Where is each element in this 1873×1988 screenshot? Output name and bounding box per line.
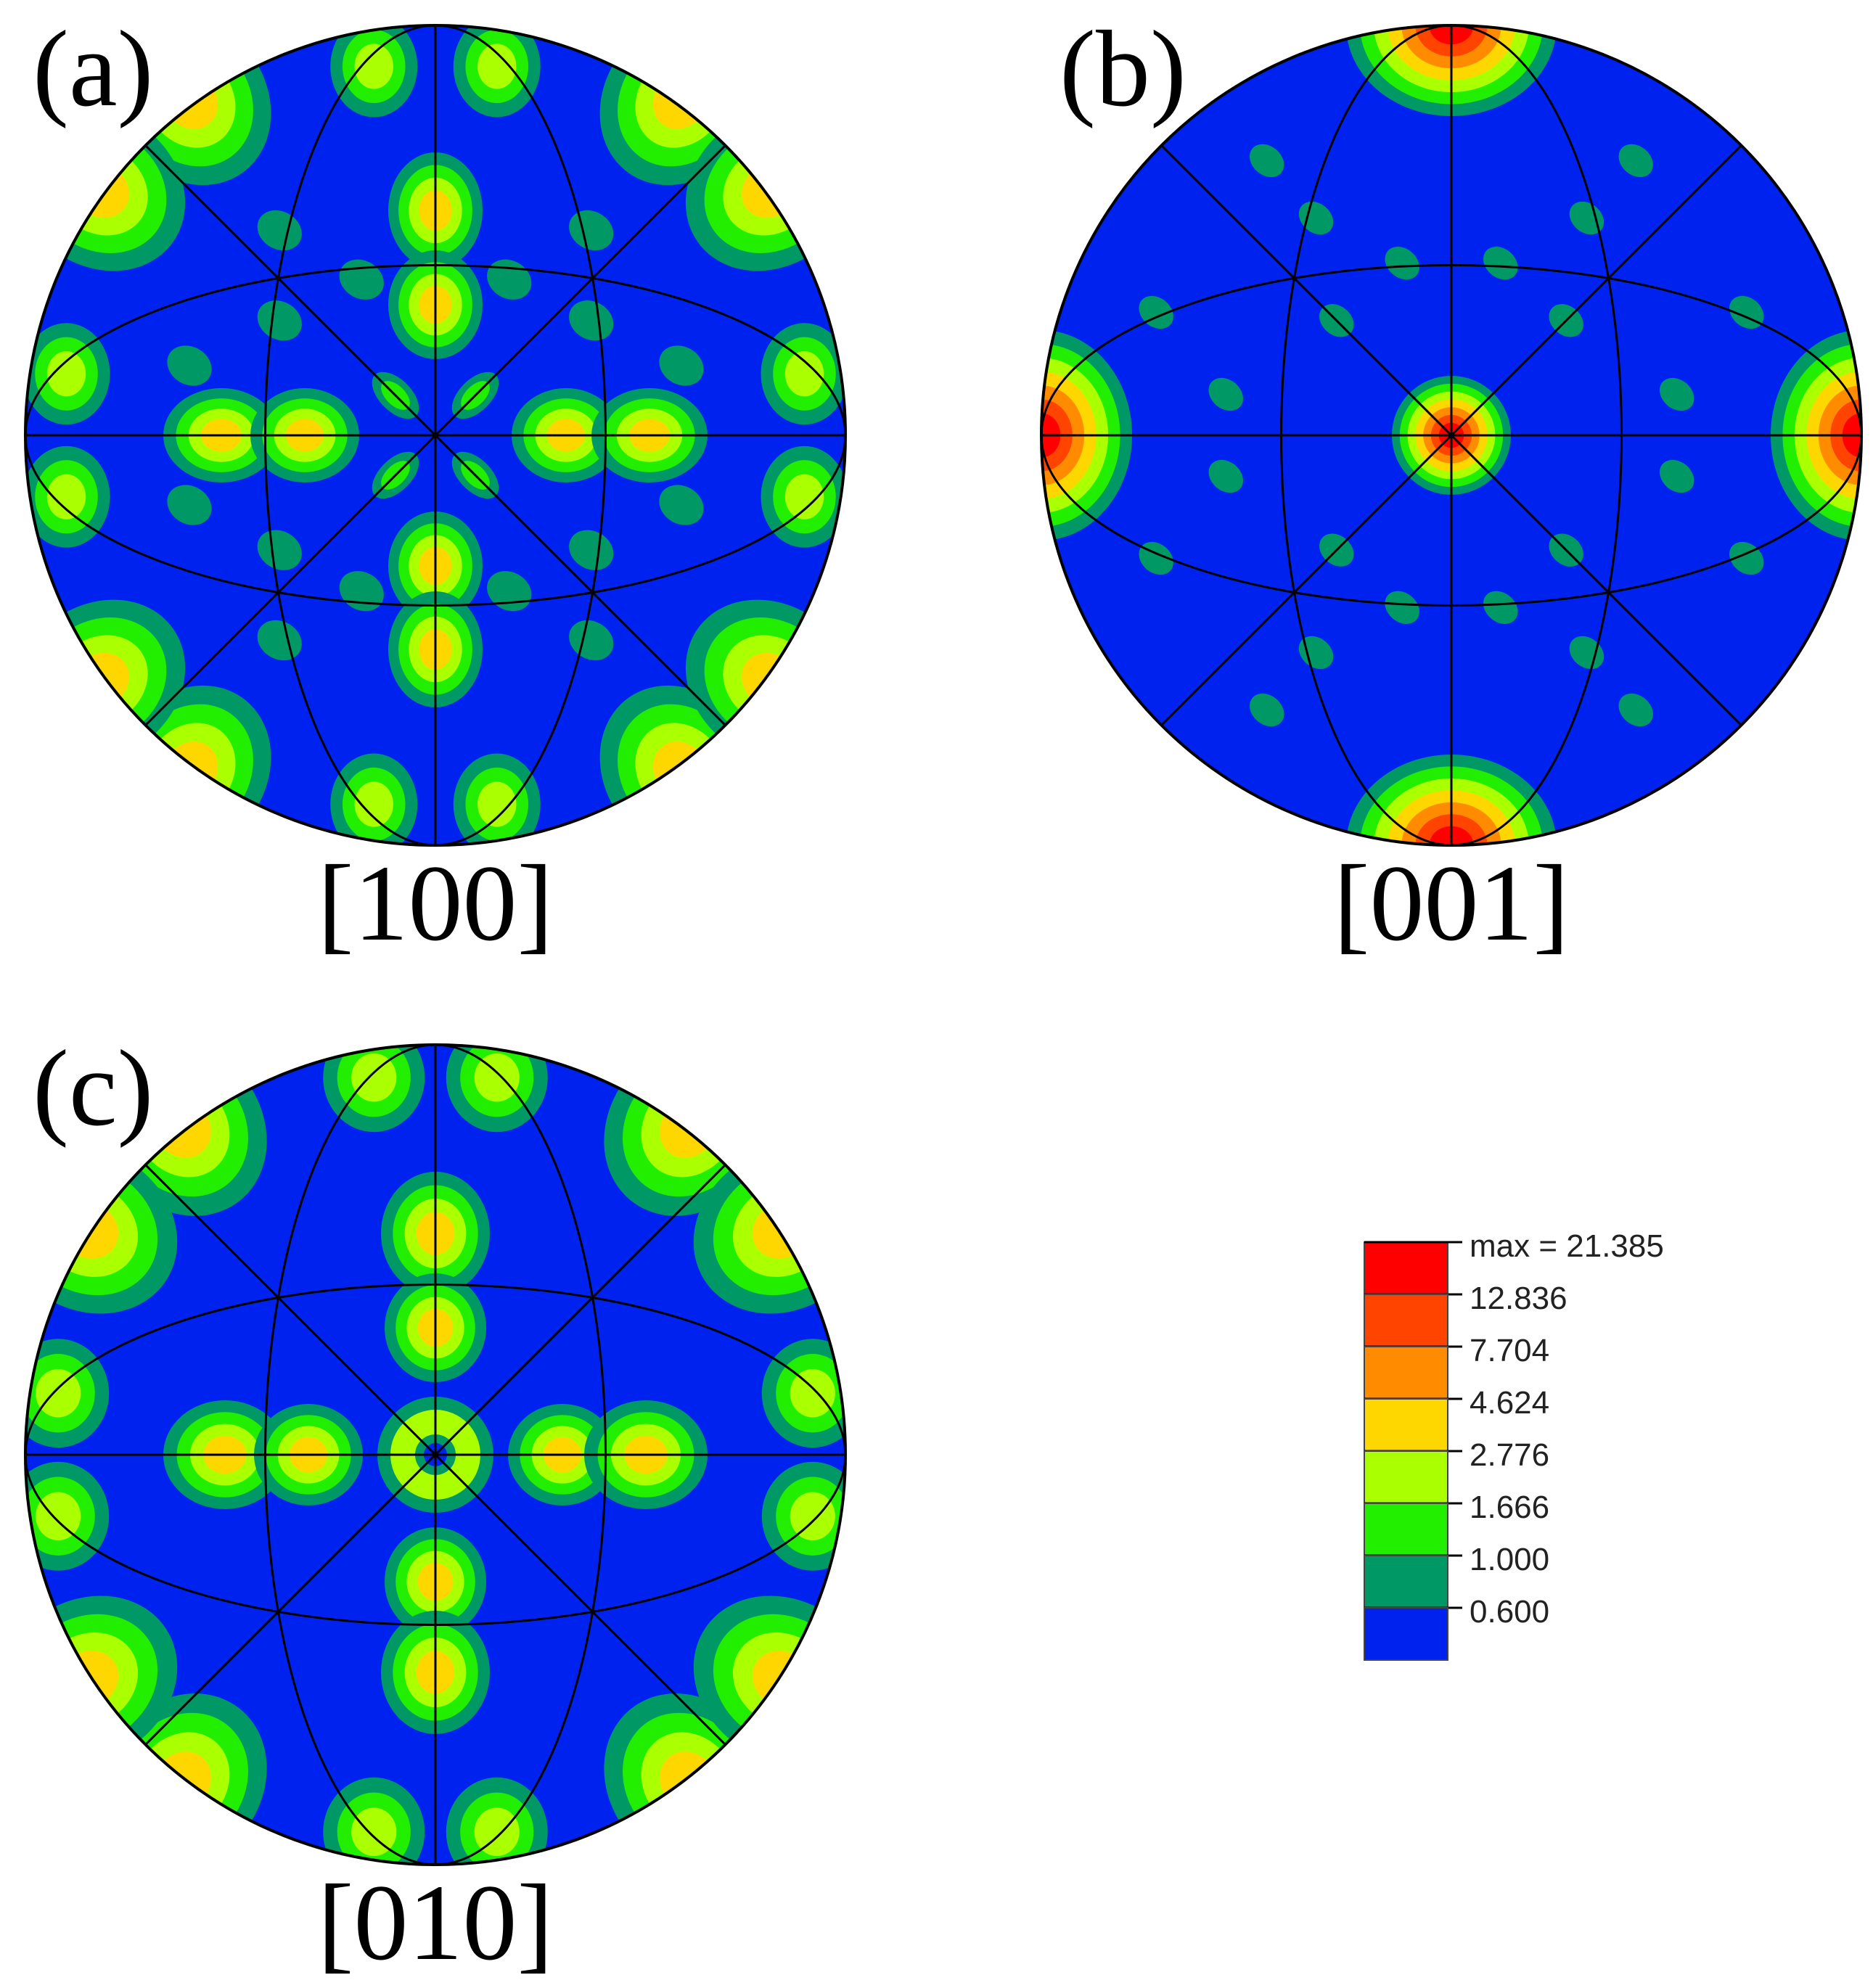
pole-figure-b bbox=[1041, 25, 1861, 845]
net-meridian-c bbox=[264, 1045, 607, 1865]
panel-label-c: (c) bbox=[33, 1028, 153, 1149]
a-rim-green-7-level-3 bbox=[784, 351, 824, 397]
net-diagonal-2-c bbox=[144, 1164, 726, 1746]
b-teal-patch-21-level-1 bbox=[1385, 247, 1419, 280]
a-rim-green-4-level-3 bbox=[478, 781, 517, 827]
b-teal-patch-13-level-1 bbox=[1208, 377, 1243, 411]
legend-swatches bbox=[1364, 1241, 1462, 1661]
legend-swatch-3 bbox=[1364, 1346, 1448, 1400]
legend-swatch-7 bbox=[1364, 1555, 1448, 1609]
b-teal-patch-14-level-1 bbox=[1660, 377, 1694, 411]
legend-level-7-704: 7.704 bbox=[1470, 1333, 1549, 1368]
b-teal-patch-23-level-1 bbox=[1385, 591, 1419, 624]
b-teal-patch-3-level-1 bbox=[1298, 636, 1334, 670]
net-parallel-b bbox=[1041, 264, 1861, 607]
rim-b bbox=[1040, 24, 1863, 847]
b-teal-patch-2-level-1 bbox=[1569, 201, 1604, 235]
direction-label-a: [100] bbox=[318, 843, 554, 964]
pole-figure-a bbox=[25, 25, 845, 845]
stereo-net-b bbox=[1041, 25, 1861, 845]
direction-label-c: [010] bbox=[318, 1862, 554, 1983]
a-rim-green-5-level-3 bbox=[46, 351, 86, 397]
a-teal-patch-8-level-1 bbox=[659, 485, 704, 525]
a-teal-patch-6-level-1 bbox=[659, 345, 704, 386]
a-rim-green-3-level-3 bbox=[354, 781, 393, 827]
a-teal-patch-4-level-1 bbox=[569, 530, 614, 570]
legend-level-1-000: 1.000 bbox=[1470, 1542, 1549, 1577]
legend-level-2-776: 2.776 bbox=[1470, 1437, 1549, 1473]
legend-level-1-666: 1.666 bbox=[1470, 1490, 1549, 1525]
net-meridian-a bbox=[264, 25, 607, 845]
stereo-net-c bbox=[25, 1045, 845, 1865]
a-rim-green-6-level-3 bbox=[46, 474, 86, 519]
legend-swatch-5 bbox=[1364, 1450, 1448, 1504]
b-teal-patch-1-level-1 bbox=[1298, 201, 1334, 235]
c-rim-green-2-level-3 bbox=[474, 1053, 520, 1102]
legend-swatch-1 bbox=[1364, 1241, 1448, 1295]
direction-label-b: [001] bbox=[1334, 843, 1570, 964]
net-meridian-b bbox=[1280, 25, 1623, 845]
c-rim-green-4-level-3 bbox=[474, 1807, 520, 1857]
b-north-pole-level-6 bbox=[1415, 25, 1488, 57]
legend-level-12-836: 12.836 bbox=[1470, 1281, 1567, 1316]
legend-level-0-600: 0.600 bbox=[1470, 1594, 1549, 1630]
panel-a: (a) [100] bbox=[24, 9, 847, 964]
a-teal-patch-3-level-1 bbox=[257, 530, 302, 570]
net-parallel-c bbox=[25, 1283, 845, 1626]
panel-c: (c) [010] bbox=[24, 1028, 847, 1983]
color-scale-legend: max = 21.385 12.836 7.704 4.624 2.776 1.… bbox=[1364, 1228, 1664, 1661]
legend-swatch-2 bbox=[1364, 1294, 1448, 1347]
panel-b: (b) [001] bbox=[1040, 9, 1863, 964]
b-teal-patch-24-level-1 bbox=[1483, 591, 1518, 624]
c-rim-green-6-level-3 bbox=[36, 1492, 81, 1541]
a-teal-patch-1-level-1 bbox=[257, 300, 302, 341]
c-rim-green-7-level-3 bbox=[790, 1368, 835, 1418]
rim-c bbox=[24, 1043, 847, 1866]
panel-label-a: (a) bbox=[33, 9, 153, 129]
c-rim-green-8-level-3 bbox=[790, 1492, 835, 1541]
legend-swatch-6 bbox=[1364, 1503, 1448, 1556]
b-north-pole-level-7 bbox=[1429, 25, 1474, 45]
panel-label-b: (b) bbox=[1060, 9, 1186, 129]
b-teal-patch-19-level-1 bbox=[1250, 693, 1284, 727]
a-rim-green-1-level-3 bbox=[354, 44, 393, 89]
legend-swatch-4 bbox=[1364, 1398, 1448, 1452]
net-diagonal-2-a bbox=[144, 144, 726, 726]
a-teal-patch-2-level-1 bbox=[569, 300, 614, 341]
c-rim-green-5-level-3 bbox=[36, 1368, 81, 1418]
legend-level-4-624: 4.624 bbox=[1470, 1385, 1549, 1421]
b-teal-patch-4-level-1 bbox=[1569, 636, 1604, 670]
a-rim-green-8-level-3 bbox=[784, 474, 824, 519]
b-teal-patch-17-level-1 bbox=[1250, 144, 1284, 178]
b-teal-patch-20-level-1 bbox=[1618, 693, 1653, 727]
rim-a bbox=[24, 24, 847, 847]
a-teal-patch-7-level-1 bbox=[167, 485, 212, 525]
legend-max-label: max = 21.385 bbox=[1470, 1228, 1664, 1264]
b-teal-patch-15-level-1 bbox=[1208, 459, 1243, 493]
c-rim-green-1-level-3 bbox=[351, 1053, 397, 1102]
legend-swatch-8 bbox=[1364, 1607, 1448, 1661]
stereo-net-a bbox=[25, 25, 845, 845]
b-west-pole-level-7 bbox=[1041, 413, 1061, 458]
net-diagonal-2-b bbox=[1160, 144, 1742, 726]
b-teal-patch-18-level-1 bbox=[1618, 144, 1653, 178]
b-teal-patch-22-level-1 bbox=[1483, 247, 1518, 280]
c-rim-green-3-level-3 bbox=[351, 1807, 397, 1857]
b-west-pole-level-6 bbox=[1041, 399, 1073, 472]
net-parallel-a bbox=[25, 264, 845, 607]
a-teal-patch-5-level-1 bbox=[167, 345, 212, 386]
a-rim-green-2-level-3 bbox=[478, 44, 517, 89]
b-teal-patch-16-level-1 bbox=[1660, 459, 1694, 493]
